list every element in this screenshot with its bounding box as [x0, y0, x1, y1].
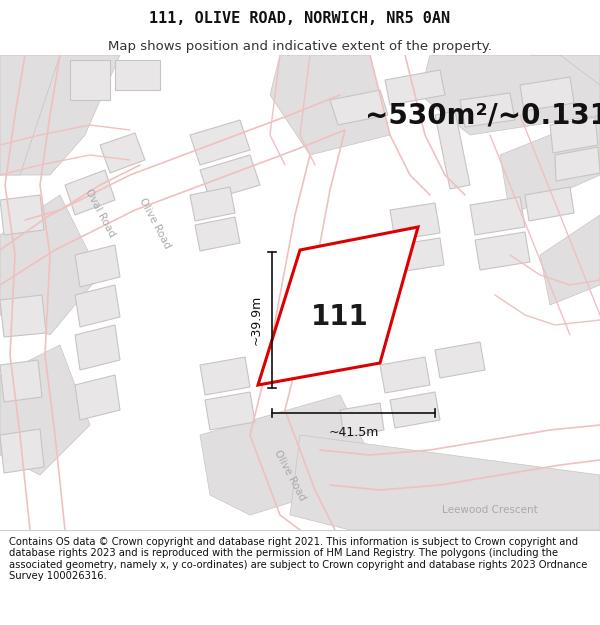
Polygon shape	[0, 360, 42, 402]
Text: Contains OS data © Crown copyright and database right 2021. This information is : Contains OS data © Crown copyright and d…	[9, 537, 587, 581]
Polygon shape	[435, 342, 485, 378]
Polygon shape	[530, 55, 600, 85]
Polygon shape	[390, 392, 440, 428]
Polygon shape	[205, 392, 255, 430]
Polygon shape	[190, 187, 235, 221]
Polygon shape	[525, 187, 574, 221]
Polygon shape	[520, 77, 574, 111]
Polygon shape	[100, 133, 145, 173]
Polygon shape	[340, 403, 384, 437]
Polygon shape	[290, 435, 600, 530]
Polygon shape	[0, 295, 46, 337]
Text: Oval Road: Oval Road	[83, 188, 117, 239]
Text: ~39.9m: ~39.9m	[250, 295, 263, 345]
Text: 111: 111	[311, 303, 369, 331]
Polygon shape	[540, 215, 600, 305]
Text: ~530m²/~0.131ac.: ~530m²/~0.131ac.	[365, 101, 600, 129]
Polygon shape	[115, 60, 160, 90]
Polygon shape	[200, 155, 260, 200]
Polygon shape	[0, 345, 90, 475]
Polygon shape	[420, 55, 600, 135]
Polygon shape	[395, 238, 444, 272]
Polygon shape	[75, 375, 120, 420]
Polygon shape	[0, 55, 60, 175]
Polygon shape	[200, 395, 380, 515]
Polygon shape	[75, 285, 120, 327]
Polygon shape	[435, 111, 470, 189]
Polygon shape	[270, 55, 390, 155]
Polygon shape	[0, 195, 44, 235]
Polygon shape	[0, 195, 100, 335]
Polygon shape	[470, 197, 525, 235]
Polygon shape	[555, 147, 600, 181]
Text: Leewood Crescent: Leewood Crescent	[442, 505, 538, 515]
Polygon shape	[330, 90, 388, 125]
Polygon shape	[75, 245, 120, 287]
Polygon shape	[258, 227, 418, 385]
Polygon shape	[200, 357, 250, 395]
Polygon shape	[190, 120, 250, 165]
Polygon shape	[65, 170, 115, 215]
Polygon shape	[70, 60, 110, 100]
Polygon shape	[390, 203, 440, 240]
Text: Map shows position and indicative extent of the property.: Map shows position and indicative extent…	[108, 39, 492, 52]
Polygon shape	[75, 325, 120, 370]
Text: Olive Road: Olive Road	[272, 448, 308, 502]
Polygon shape	[0, 429, 44, 473]
Text: Olive Road: Olive Road	[137, 196, 173, 250]
Polygon shape	[550, 117, 598, 153]
Polygon shape	[380, 357, 430, 393]
Polygon shape	[500, 115, 600, 215]
Polygon shape	[385, 70, 445, 105]
Text: 111, OLIVE ROAD, NORWICH, NR5 0AN: 111, OLIVE ROAD, NORWICH, NR5 0AN	[149, 11, 451, 26]
Polygon shape	[195, 217, 240, 251]
Text: ~41.5m: ~41.5m	[328, 426, 379, 439]
Polygon shape	[475, 232, 530, 270]
Polygon shape	[0, 55, 120, 175]
Polygon shape	[460, 93, 515, 127]
